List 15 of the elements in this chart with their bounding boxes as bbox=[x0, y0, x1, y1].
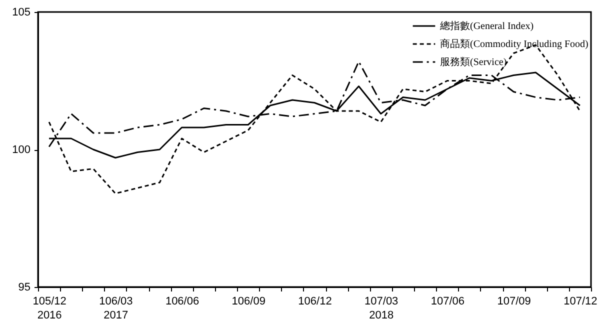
x-tick-label: 106/12 bbox=[298, 296, 332, 308]
x-tick-label: 105/12 2016 bbox=[32, 296, 66, 322]
x-tick-label: 107/09 bbox=[497, 296, 531, 308]
x-tick-label: 106/03 2017 bbox=[99, 296, 133, 322]
legend-label: 商品類(Commodity Including Food) bbox=[440, 38, 588, 50]
legend-label: 總指數(General Index) bbox=[439, 20, 534, 32]
x-tick-label: 107/06 bbox=[430, 296, 465, 308]
x-tick-label: 107/12 bbox=[564, 296, 598, 308]
x-tick-label: 107/03 2018 bbox=[364, 296, 398, 322]
y-tick-label: 100 bbox=[12, 144, 30, 156]
y-tick-label: 95 bbox=[18, 282, 30, 294]
x-tick-label: 106/06 bbox=[165, 296, 200, 308]
legend-label: 服務類(Service) bbox=[440, 56, 507, 68]
x-tick-label: 106/09 bbox=[232, 296, 266, 308]
y-tick-label: 105 bbox=[12, 6, 30, 18]
